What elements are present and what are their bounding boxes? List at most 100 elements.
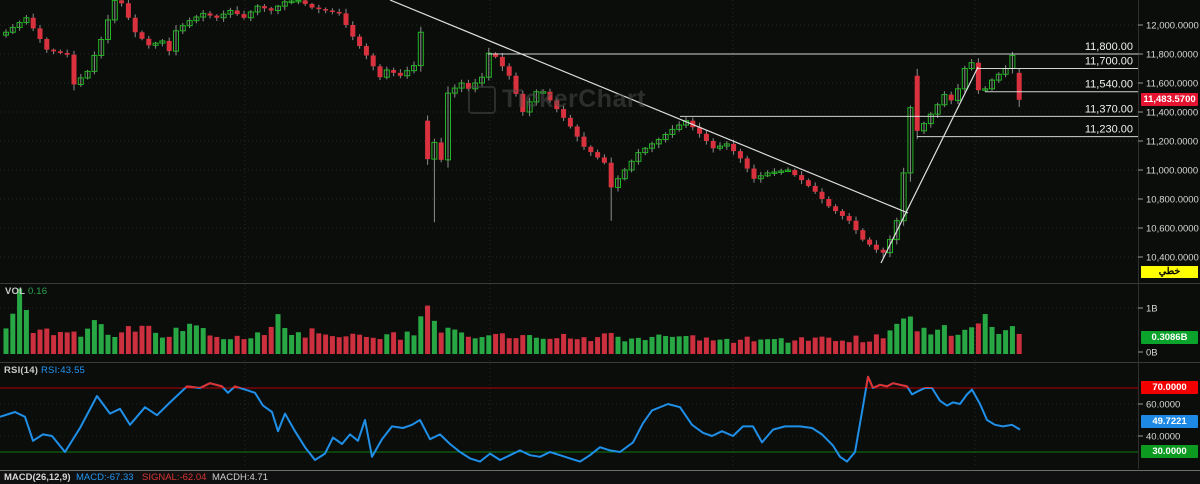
volume-bar — [996, 334, 1002, 354]
volume-bar — [479, 337, 485, 354]
volume-bar — [255, 332, 261, 354]
volume-bar — [969, 327, 975, 354]
axis-tick-label: 1B — [1146, 304, 1158, 315]
volume-bar — [465, 336, 471, 354]
volume-bar — [561, 333, 567, 354]
volume-bar — [214, 336, 220, 354]
volume-bar — [241, 339, 247, 354]
volume-bar — [778, 338, 784, 354]
volume-bar — [608, 332, 614, 354]
candle-up — [995, 73, 1002, 81]
volume-bar — [377, 339, 383, 354]
volume-bar — [547, 338, 553, 354]
candle-down — [819, 191, 825, 199]
volume-label: VOL — [5, 286, 26, 297]
volume-bar — [839, 340, 845, 354]
candle-down — [234, 10, 240, 15]
volume-bar — [642, 340, 648, 354]
candle-down — [44, 39, 50, 50]
tickerchart-logo-icon — [468, 85, 496, 114]
candle-down — [581, 136, 587, 147]
volume-bar — [119, 332, 125, 354]
volume-bar — [880, 338, 886, 354]
volume-bar — [275, 314, 281, 354]
candle-up — [927, 113, 934, 125]
candle-down — [350, 25, 356, 37]
candle-up — [526, 101, 533, 113]
volume-bar — [248, 338, 254, 354]
candle-down — [839, 211, 845, 216]
volume-bar — [64, 332, 70, 354]
volume-bar — [669, 336, 675, 354]
volume-bar — [697, 340, 703, 354]
candle-up — [445, 92, 451, 161]
candle-down — [132, 17, 138, 33]
volume-bar — [221, 339, 227, 354]
volume-bar — [3, 328, 9, 354]
chart-style-button[interactable]: خطي — [1141, 266, 1198, 278]
candle-up — [669, 128, 676, 135]
candle-down — [465, 83, 471, 89]
candle-down — [751, 168, 757, 179]
y-axis: 12,000.0000 11,800.0000 11,600.0000 11,400.… — [1138, 21, 1199, 443]
trendlines-layer — [389, 0, 979, 264]
volume-bar — [44, 328, 50, 354]
volume-bar — [289, 335, 295, 354]
candle-up — [247, 11, 254, 19]
candle-down — [833, 206, 839, 212]
candle-up — [451, 87, 458, 94]
volume-bar — [765, 339, 771, 354]
watermark-text: TickerChart — [502, 85, 646, 113]
volume-bar — [595, 337, 601, 354]
candle-down — [506, 66, 512, 76]
macd-label: MACD(26,12,9) — [4, 472, 71, 483]
candle-up — [281, 1, 288, 7]
candle-up — [193, 16, 200, 22]
candle-up — [887, 239, 893, 254]
candle-up — [723, 143, 730, 147]
volume-bar — [384, 334, 390, 354]
candle-down — [302, 0, 308, 4]
volume-bar — [663, 336, 669, 354]
candle-up — [111, 0, 118, 21]
candle-down — [588, 146, 594, 153]
volume-bar — [57, 331, 63, 354]
candle-down — [703, 133, 709, 141]
candle-up — [9, 26, 16, 33]
candle-up — [778, 170, 785, 173]
candle-down — [513, 75, 519, 94]
volume-bar — [962, 329, 968, 354]
volume-bar — [894, 323, 900, 354]
volume-bar — [826, 337, 832, 354]
rsi-pane-header: RSI(14) RSI:43.55 — [4, 365, 85, 376]
candle-down — [805, 180, 811, 186]
macd-value: MACD:-67.33 — [76, 472, 134, 483]
candle-down — [207, 13, 213, 16]
price-level-label: 11,230.00 — [1085, 124, 1133, 136]
volume-bar — [499, 333, 505, 354]
volume-bar — [357, 334, 363, 354]
candle-down — [377, 66, 383, 78]
candle-down — [737, 151, 743, 159]
candle-up — [621, 169, 628, 180]
candle-up — [173, 30, 179, 52]
volume-bar — [567, 338, 573, 354]
candle-down — [574, 126, 580, 137]
volume-bar — [887, 330, 893, 354]
volume-bar — [159, 337, 165, 354]
volume-bar — [486, 335, 492, 354]
candle-up — [900, 172, 907, 222]
volume-bar — [452, 329, 458, 354]
volume-bar — [105, 334, 111, 354]
volume-bar — [282, 328, 288, 354]
volume-bar — [227, 339, 233, 354]
candle-down — [567, 117, 573, 127]
candle-down — [71, 54, 77, 85]
candle-down — [316, 7, 322, 10]
volume-bar — [812, 337, 818, 354]
volume-bar — [445, 327, 451, 354]
candle-down — [119, 0, 125, 4]
